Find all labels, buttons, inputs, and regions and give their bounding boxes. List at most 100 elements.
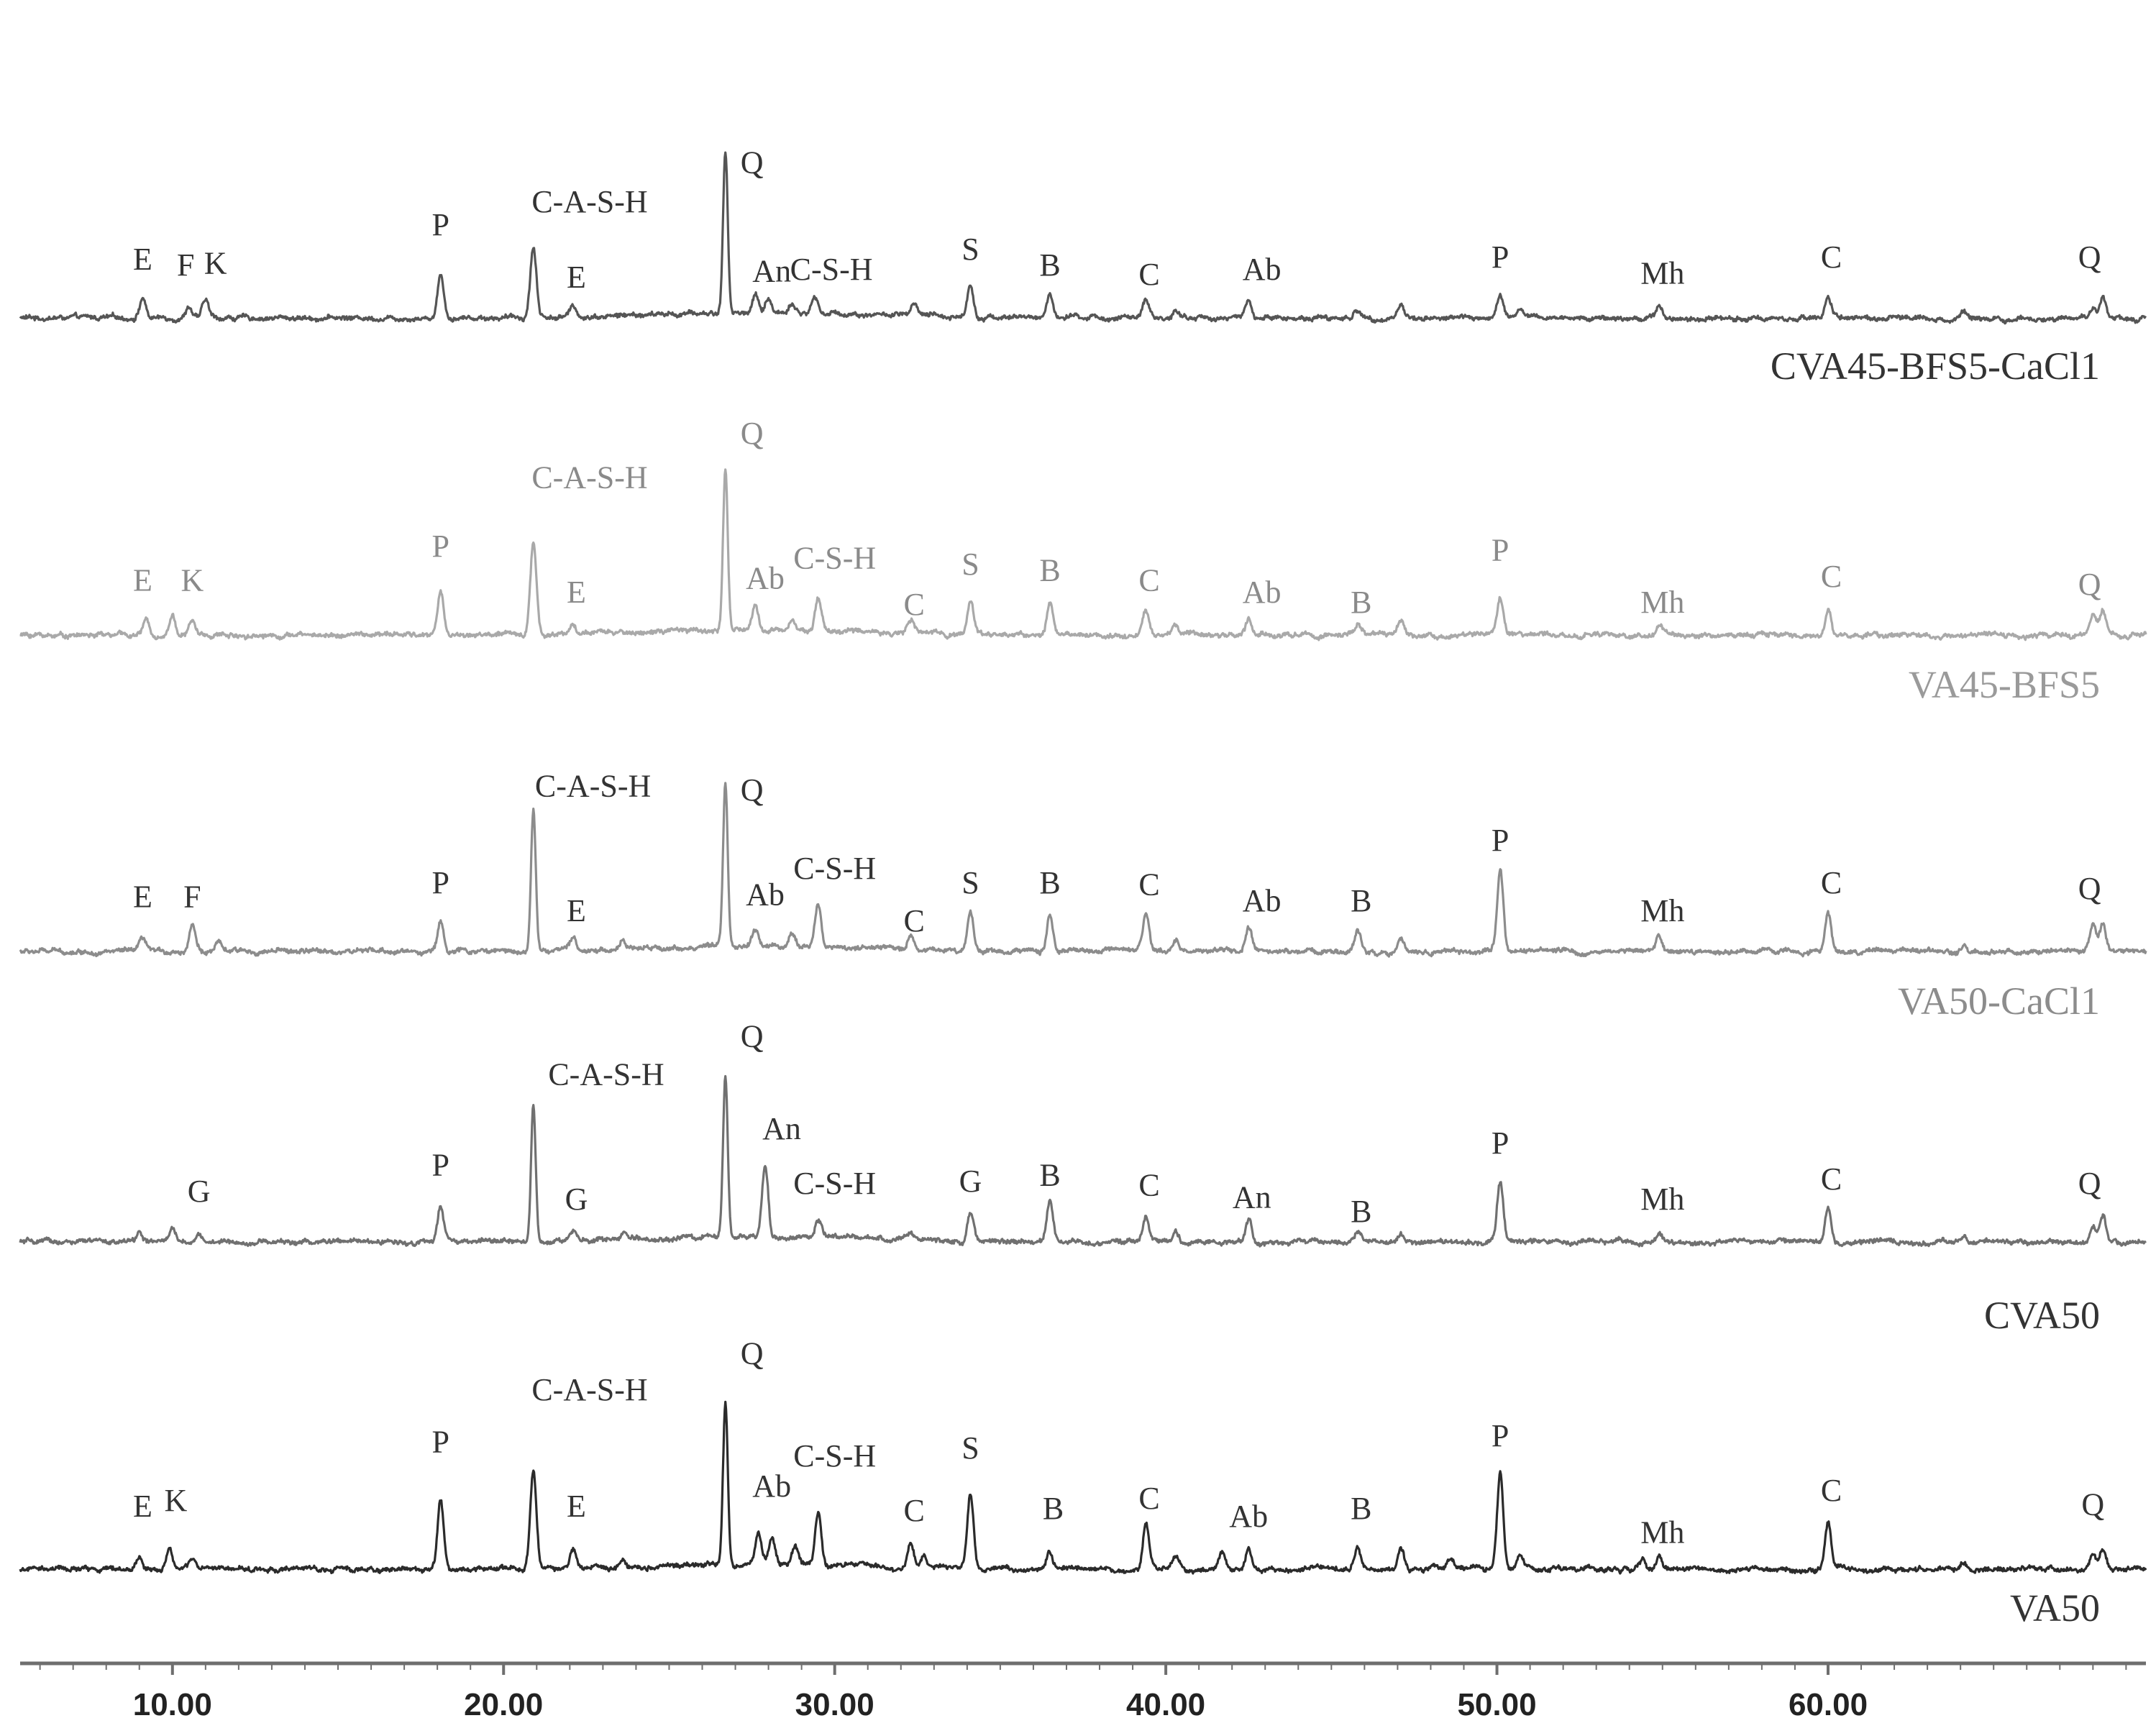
peak-label: E: [567, 893, 586, 928]
peak-label: Ab: [1243, 575, 1282, 610]
peak-label: Ab: [1243, 252, 1282, 287]
peak-label: C-A-S-H: [531, 1372, 647, 1407]
peak-label: Q: [741, 1018, 764, 1054]
peak-label: G: [188, 1174, 211, 1209]
peak-label: C: [1821, 559, 1842, 594]
x-tick-label: 40.00: [1126, 1687, 1205, 1722]
peak-label: Q: [2078, 239, 2101, 275]
peak-label: F: [177, 247, 194, 283]
peak-label: Q: [741, 145, 764, 180]
peak-label: P: [432, 529, 449, 564]
peak-label: E: [133, 879, 152, 914]
peak-label: Mh: [1640, 255, 1684, 291]
peak-label: B: [1351, 1491, 1371, 1526]
peak-label: E: [133, 1489, 152, 1524]
peak-label: P: [432, 1425, 449, 1460]
series-line: [19, 782, 2147, 958]
peak-label: P: [1492, 239, 1509, 275]
peak-label: G: [565, 1182, 588, 1217]
series-line: [19, 468, 2147, 641]
x-axis: 10.00 20.00 30.00 40.00 50.00 60.00: [20, 1661, 2146, 1722]
peak-label: P: [1492, 823, 1509, 858]
peak-label: F: [183, 879, 201, 914]
peak-label: Ab: [752, 1468, 791, 1504]
peak-label: C-A-S-H: [531, 460, 647, 495]
peak-label: B: [1043, 1491, 1064, 1526]
peak-label: P: [1492, 532, 1509, 567]
peak-label: C: [904, 587, 925, 622]
peak-label: C-A-S-H: [535, 768, 651, 803]
x-tick-label: 30.00: [795, 1687, 874, 1722]
peak-label: Mh: [1640, 1182, 1684, 1217]
series-name-label: VA50-CaCl1: [1898, 979, 2100, 1023]
peak-label: Ab: [1243, 883, 1282, 918]
peak-label: E: [567, 260, 586, 295]
series-line: [19, 1400, 2147, 1575]
peak-label: C-S-H: [793, 1438, 876, 1474]
peak-label: P: [432, 1148, 449, 1183]
peak-label: B: [1351, 883, 1371, 918]
peak-label: C-S-H: [793, 851, 876, 886]
peak-label: S: [961, 865, 979, 900]
peak-label: C-A-S-H: [531, 184, 647, 219]
peak-label: B: [1039, 552, 1060, 588]
peak-label: K: [165, 1483, 188, 1518]
series-name-label: CVA45-BFS5-CaCl1: [1771, 344, 2100, 388]
peak-label: Q: [741, 416, 764, 451]
peak-label: Q: [2078, 871, 2101, 906]
series-name-label: VA50: [2010, 1586, 2100, 1630]
series-name-label: VA45-BFS5: [1909, 663, 2100, 706]
peak-label: Ab: [746, 561, 785, 596]
peak-label: B: [1351, 585, 1371, 620]
peak-label: P: [1492, 1418, 1509, 1453]
peak-label: C: [1138, 867, 1159, 903]
peak-label: Q: [741, 1335, 764, 1371]
peak-label: S: [961, 232, 979, 267]
peak-label: An: [762, 1111, 801, 1146]
peak-label: Q: [741, 772, 764, 808]
x-tick-label: 10.00: [133, 1687, 212, 1722]
peak-label: C: [904, 903, 925, 938]
peak-label: P: [432, 865, 449, 900]
x-tick-label: 20.00: [464, 1687, 543, 1722]
peak-label: Q: [2078, 1166, 2101, 1201]
peak-label: C: [1821, 1161, 1842, 1197]
peak-label: G: [959, 1164, 982, 1199]
peak-label: An: [1233, 1179, 1271, 1215]
peak-label: Mh: [1640, 893, 1684, 928]
series-line: [19, 151, 2147, 325]
peak-label: B: [1351, 1194, 1371, 1229]
series-line: [19, 1074, 2147, 1248]
peak-label: Q: [2078, 567, 2101, 602]
peak-label: C: [1138, 257, 1159, 292]
x-tick-label: 50.00: [1457, 1687, 1536, 1722]
peak-label: Ab: [746, 877, 785, 913]
peak-label: S: [961, 547, 979, 582]
peak-label: C: [1138, 562, 1159, 598]
peak-label: K: [181, 562, 204, 598]
peak-label: C: [1821, 1473, 1842, 1508]
peak-label: C: [1138, 1481, 1159, 1516]
peak-label: C-S-H: [793, 541, 876, 576]
peak-label: C: [1821, 865, 1842, 900]
peak-label: B: [1039, 1158, 1060, 1193]
peak-label: C: [1138, 1168, 1159, 1203]
peak-label: E: [133, 242, 152, 277]
peak-label: C: [904, 1493, 925, 1528]
peak-label: B: [1039, 865, 1060, 900]
peak-label: K: [204, 245, 227, 280]
peak-label: P: [432, 207, 449, 242]
peak-label: P: [1492, 1125, 1509, 1161]
peak-label: An: [752, 254, 791, 289]
peak-label: Ab: [1229, 1499, 1268, 1534]
series-3: G P C-A-S-H G Q An C-S-H G B C An B P Mh C Q CVA50: [19, 1018, 2147, 1337]
peak-label: E: [567, 1489, 586, 1524]
peak-label: C-A-S-H: [548, 1057, 664, 1092]
